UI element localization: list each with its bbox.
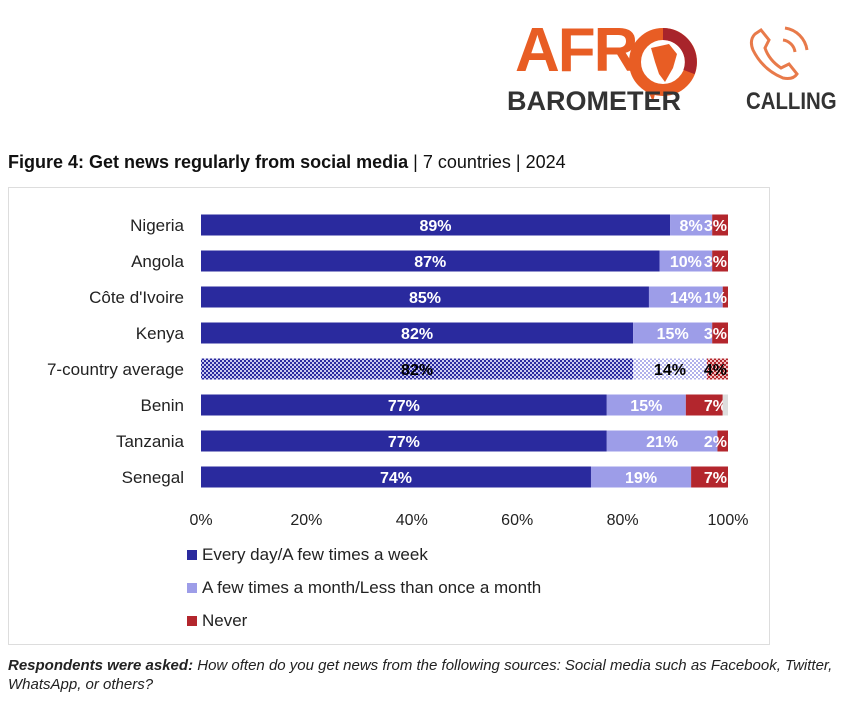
- data-label: 2%: [704, 434, 727, 451]
- data-label: 10%: [670, 254, 702, 271]
- data-label: 14%: [654, 362, 686, 379]
- legend-label: Every day/A few times a week: [202, 545, 428, 564]
- data-label: 7%: [704, 470, 727, 487]
- data-label: 1%: [704, 290, 727, 307]
- bar-segment-0: [201, 286, 649, 308]
- afrobarometer-calling-logo: AFR BAROMETER CALLING: [505, 16, 837, 120]
- logo-barometer: BAROMETER: [507, 86, 681, 116]
- data-label: 14%: [670, 290, 702, 307]
- phone-icon: [749, 26, 809, 80]
- bar-segment-2: [685, 394, 723, 416]
- figure-title: Figure 4: Get news regularly from social…: [8, 152, 566, 172]
- bar-segment-1: [659, 250, 713, 272]
- data-label: 19%: [625, 470, 657, 487]
- x-tick-label: 0%: [189, 512, 212, 529]
- bar-gap: [722, 394, 728, 416]
- note-text: How often do you get news from the follo…: [8, 657, 833, 693]
- bar-segment-0: [201, 430, 607, 452]
- category-label: Senegal: [122, 468, 184, 487]
- data-label: 7%: [704, 398, 727, 415]
- data-label: 3%: [704, 254, 727, 271]
- note-label: Respondents were asked:: [8, 657, 194, 674]
- category-label: 7-country average: [47, 360, 184, 379]
- x-tick-label: 100%: [708, 512, 749, 529]
- bar-segment-1: [670, 214, 713, 236]
- legend-item-2: Never: [187, 611, 247, 631]
- category-label: Kenya: [136, 324, 185, 343]
- category-label: Nigeria: [130, 216, 184, 235]
- legend-item-0: Every day/A few times a week: [187, 545, 428, 565]
- bar-segment-2: [722, 286, 728, 308]
- figure-countries: 7 countries: [422, 152, 511, 172]
- data-label: 77%: [388, 398, 420, 415]
- data-label: 3%: [704, 218, 727, 235]
- data-label: 87%: [414, 254, 446, 271]
- bar-segment-2: [717, 430, 728, 452]
- bar-segment-0: [201, 358, 634, 380]
- category-label: Angola: [131, 252, 184, 271]
- x-tick-label: 80%: [607, 512, 639, 529]
- x-tick-label: 20%: [290, 512, 322, 529]
- bar-segment-0: [201, 322, 634, 344]
- chart-frame: [8, 187, 770, 645]
- africa-globe-icon: [629, 28, 697, 102]
- category-label: Côte d'Ivoire: [89, 288, 184, 307]
- data-label: 15%: [657, 326, 689, 343]
- legend-swatch: [187, 583, 197, 593]
- bar-segment-1: [606, 394, 686, 416]
- data-label: 8%: [680, 218, 703, 235]
- bar-segment-0: [201, 214, 671, 236]
- data-label: 3%: [704, 326, 727, 343]
- data-label: 15%: [630, 398, 662, 415]
- bar-segment-1: [633, 322, 713, 344]
- legend-label: Never: [202, 611, 248, 630]
- data-label: 74%: [380, 470, 412, 487]
- survey-question-note: Respondents were asked: How often do you…: [8, 656, 838, 694]
- category-label: Tanzania: [116, 432, 185, 451]
- bar-segment-2: [706, 358, 728, 380]
- bar-segment-1: [590, 466, 692, 488]
- bar-segment-2: [712, 322, 728, 344]
- data-label: 77%: [388, 434, 420, 451]
- data-label: 89%: [419, 218, 451, 235]
- bar-segment-0: [201, 250, 660, 272]
- bar-segment-1: [633, 358, 707, 380]
- legend-swatch: [187, 550, 197, 560]
- legend-swatch: [187, 616, 197, 626]
- data-label: 82%: [401, 326, 433, 343]
- logo-calling: CALLING: [746, 88, 837, 115]
- bar-segment-2: [712, 214, 728, 236]
- bar-segment-1: [606, 430, 718, 452]
- logo-afro: AFR: [515, 16, 638, 85]
- bar-segment-1: [648, 286, 723, 308]
- figure-title-main: Figure 4: Get news regularly from social…: [8, 152, 409, 172]
- x-tick-label: 40%: [396, 512, 428, 529]
- bar-segment-0: [201, 466, 591, 488]
- figure-year: 2024: [525, 152, 566, 172]
- data-label: 82%: [401, 362, 433, 379]
- x-tick-label: 60%: [501, 512, 533, 529]
- bar-segment-2: [712, 250, 728, 272]
- data-label: 21%: [646, 434, 678, 451]
- data-label: 85%: [409, 290, 441, 307]
- bar-segment-2: [691, 466, 728, 488]
- category-label: Benin: [141, 396, 184, 415]
- legend-label: A few times a month/Less than once a mon…: [202, 578, 542, 597]
- legend-item-1: A few times a month/Less than once a mon…: [187, 578, 541, 598]
- data-label: 4%: [704, 362, 727, 379]
- bar-segment-0: [201, 394, 607, 416]
